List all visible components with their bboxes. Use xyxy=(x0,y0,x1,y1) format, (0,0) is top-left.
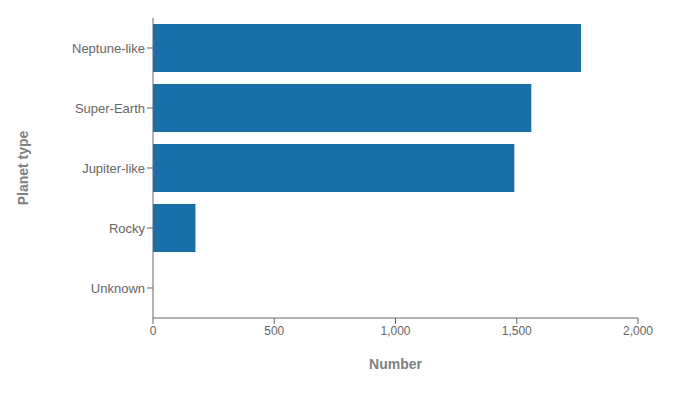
svg-text:Number: Number xyxy=(369,356,422,372)
svg-text:Planet type: Planet type xyxy=(15,130,31,205)
svg-text:Jupiter-like: Jupiter-like xyxy=(82,161,145,176)
svg-text:1,000: 1,000 xyxy=(380,324,410,338)
svg-text:1,500: 1,500 xyxy=(502,324,532,338)
svg-text:Neptune-like: Neptune-like xyxy=(72,41,145,56)
svg-text:500: 500 xyxy=(264,324,284,338)
svg-text:2,000: 2,000 xyxy=(623,324,653,338)
svg-text:Super-Earth: Super-Earth xyxy=(75,101,145,116)
svg-text:0: 0 xyxy=(150,324,157,338)
svg-text:Unknown: Unknown xyxy=(91,281,145,296)
svg-text:Rocky: Rocky xyxy=(109,221,146,236)
